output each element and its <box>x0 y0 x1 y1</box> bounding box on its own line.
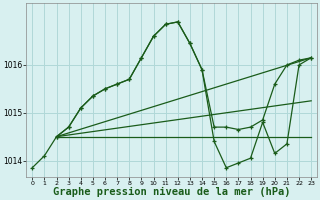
X-axis label: Graphe pression niveau de la mer (hPa): Graphe pression niveau de la mer (hPa) <box>53 187 291 197</box>
